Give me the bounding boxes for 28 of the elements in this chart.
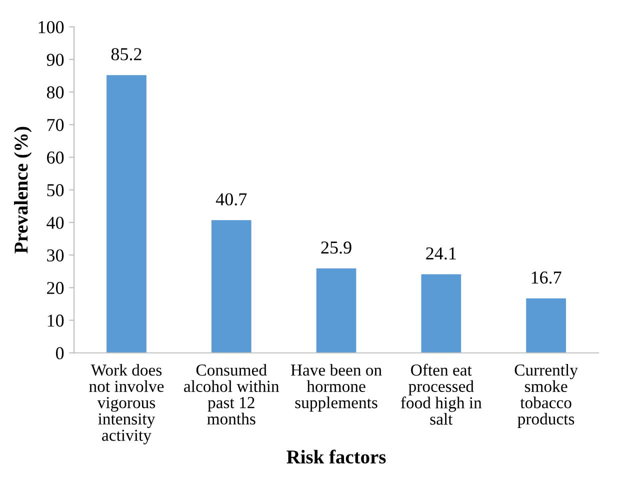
bar [106,75,146,353]
y-tick-label: 60 [47,152,64,164]
bar [316,268,356,353]
x-tick-label: Have been on hormone supplements [290,364,382,412]
y-tick-label: 100 [38,21,64,34]
bar [421,274,462,353]
y-tick-label: 70 [47,118,64,132]
data-label: 16.7 [532,272,562,284]
y-tick-label: 30 [47,249,64,262]
data-label: 25.9 [321,242,352,254]
bar [211,220,252,353]
y-tick-label: 90 [46,54,64,66]
y-tick-label: 80 [46,86,64,98]
y-axis-title: Prevalence (%) [14,126,32,254]
y-tick-label: 0 [56,347,64,360]
data-label: 85.2 [111,48,142,60]
data-label: 40.7 [216,193,247,206]
y-tick-label: 40 [46,216,64,229]
data-label: 24.1 [426,247,456,260]
x-tick-label: Consumed alcohol within past 12 months [184,364,280,425]
y-tick-label: 10 [48,314,64,327]
y-tick-label: 20 [47,282,64,294]
x-tick-label: Often eat processed food high in salt [400,364,482,425]
x-tick-label: Currently smoke tobacco products [514,364,578,428]
y-tick-label: 50 [47,184,64,196]
x-axis-title: Risk factors [286,450,386,464]
bar [526,298,566,353]
x-tick-label: Work does not involve vigorous intensity activity [89,364,164,444]
